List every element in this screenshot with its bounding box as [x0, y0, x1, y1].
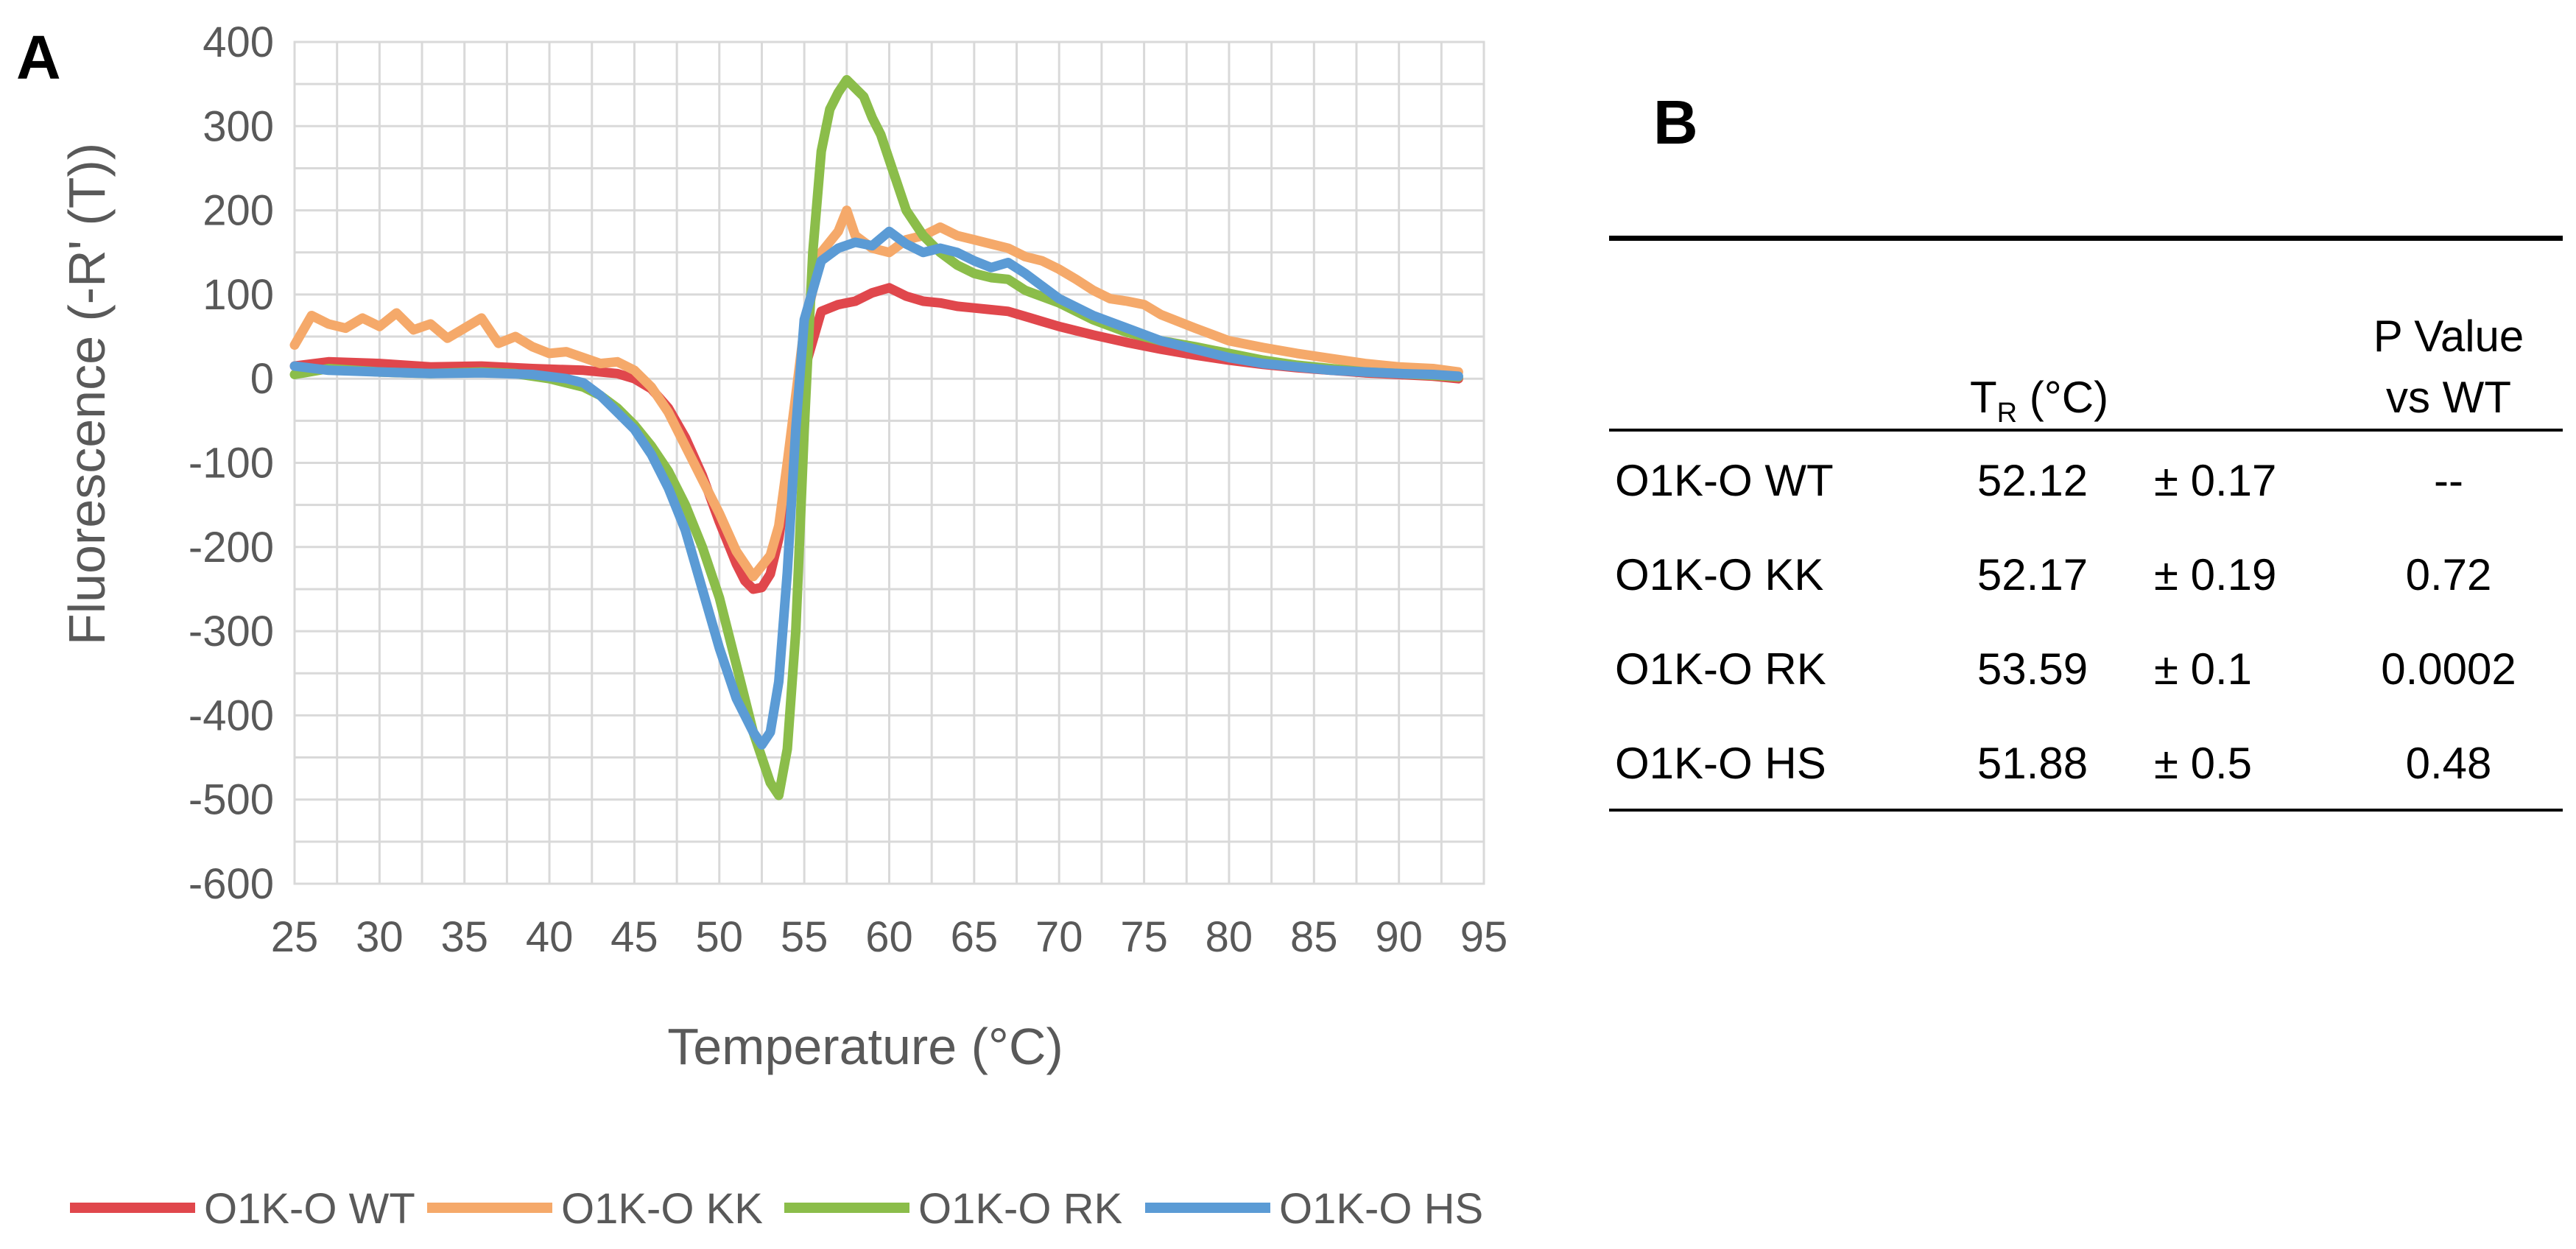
row-p-value: 0.72: [2405, 550, 2492, 599]
line-chart: 25 30 35 40 45 50 55 60 65 70 75 80 85 90 95 400 300 200 1…: [58, 18, 1507, 1233]
series-line-o1k-o-wt: [289, 283, 1463, 594]
header-tr-subscript: R: [1996, 398, 2018, 429]
series-line-o1k-o-rk: [289, 74, 1463, 801]
row-p-value: 0.0002: [2381, 644, 2516, 694]
x-tick-label: 50: [696, 913, 744, 961]
table-row: O1K-O WT 52.12 ± 0.17 --: [1609, 432, 2563, 526]
results-table: TR (°C) P Value vs WT O1K-O WT 52.12 ± 0…: [1609, 236, 2563, 812]
x-tick-label: 30: [356, 913, 404, 961]
table-header: TR (°C) P Value vs WT: [1609, 241, 2563, 429]
row-sd-value: ± 0.1: [2154, 644, 2253, 694]
x-tick-label: 80: [1206, 913, 1253, 961]
legend-label: O1K-O HS: [1279, 1185, 1483, 1233]
y-tick-label: -600: [189, 860, 274, 908]
header-tr-main: T: [1970, 373, 1997, 422]
chart-legend: O1K-O WT O1K-O KK O1K-O RK O1K-O HS: [70, 1185, 1483, 1233]
row-name: O1K-O HS: [1615, 739, 1826, 788]
row-tr-value: 52.17: [1977, 550, 2088, 599]
chart-axes: [293, 41, 1485, 885]
chart-tick-labels: 25 30 35 40 45 50 55 60 65 70 75 80 85 90 95 400 300 200 1…: [189, 18, 1507, 961]
table-header-rule: [1609, 429, 2563, 432]
row-sd-value: ± 0.17: [2154, 456, 2277, 505]
x-tick-label: 25: [271, 913, 319, 961]
x-tick-label: 90: [1375, 913, 1423, 961]
y-tick-label: -200: [189, 524, 274, 571]
header-tr: TR (°C): [1970, 372, 2108, 429]
x-axis-title: Temperature (°C): [667, 1018, 1063, 1075]
x-tick-label: 95: [1460, 913, 1508, 961]
header-p-value-line2: vs WT: [2386, 373, 2511, 422]
row-name: O1K-O RK: [1615, 644, 1826, 694]
x-tick-label: 35: [440, 913, 488, 961]
y-tick-label: -100: [189, 440, 274, 488]
header-tr-unit: (°C): [2017, 373, 2109, 422]
row-p-value: --: [2434, 456, 2463, 505]
row-name: O1K-O WT: [1615, 456, 1834, 505]
x-tick-label: 40: [526, 913, 574, 961]
row-p-value: 0.48: [2405, 739, 2492, 788]
y-tick-label: 300: [203, 102, 274, 150]
table-top-rule: [1609, 236, 2563, 241]
panel-a-label: A: [16, 23, 61, 92]
legend-label: O1K-O RK: [918, 1185, 1122, 1233]
x-tick-label: 45: [610, 913, 658, 961]
x-tick-label: 85: [1290, 913, 1338, 961]
x-tick-label: 70: [1035, 913, 1083, 961]
x-tick-label: 75: [1120, 913, 1168, 961]
y-tick-label: -500: [189, 776, 274, 824]
row-tr-value: 53.59: [1977, 644, 2088, 694]
panel-b-label: B: [1653, 88, 1698, 157]
legend-label: O1K-O WT: [204, 1185, 415, 1233]
x-tick-label: 60: [865, 913, 913, 961]
table-row: O1K-O HS 51.88 ± 0.5 0.48: [1609, 714, 2563, 809]
y-tick-label: 0: [250, 355, 274, 403]
table-bottom-rule: [1609, 809, 2563, 812]
x-tick-label: 65: [951, 913, 999, 961]
row-name: O1K-O KK: [1615, 550, 1824, 599]
y-tick-label: 100: [203, 271, 274, 319]
row-tr-value: 52.12: [1977, 456, 2088, 505]
row-tr-value: 51.88: [1977, 739, 2088, 788]
table-row: O1K-O RK 53.59 ± 0.1 0.0002: [1609, 620, 2563, 714]
series-line-o1k-o-hs: [289, 226, 1463, 750]
y-tick-label: -400: [189, 692, 274, 739]
legend-label: O1K-O KK: [561, 1185, 763, 1233]
plot-frame: [293, 41, 1485, 885]
row-sd-value: ± 0.19: [2154, 550, 2277, 599]
header-p-value-line1: P Value: [2373, 312, 2524, 361]
chart-series: [289, 74, 1463, 801]
series-line-o1k-o-kk: [289, 205, 1463, 582]
x-tick-label: 55: [781, 913, 828, 961]
y-tick-label: 200: [203, 187, 274, 235]
y-tick-label: 400: [203, 18, 274, 66]
y-axis-title: Fluorescence (-R' (T)): [58, 143, 116, 645]
y-tick-label: -300: [189, 608, 274, 655]
row-sd-value: ± 0.5: [2154, 739, 2253, 788]
table-row: O1K-O KK 52.17 ± 0.19 0.72: [1609, 526, 2563, 620]
